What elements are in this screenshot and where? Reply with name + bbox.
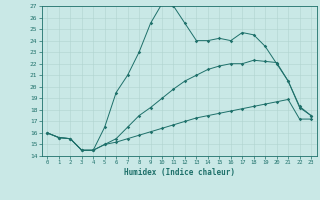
X-axis label: Humidex (Indice chaleur): Humidex (Indice chaleur) bbox=[124, 168, 235, 177]
